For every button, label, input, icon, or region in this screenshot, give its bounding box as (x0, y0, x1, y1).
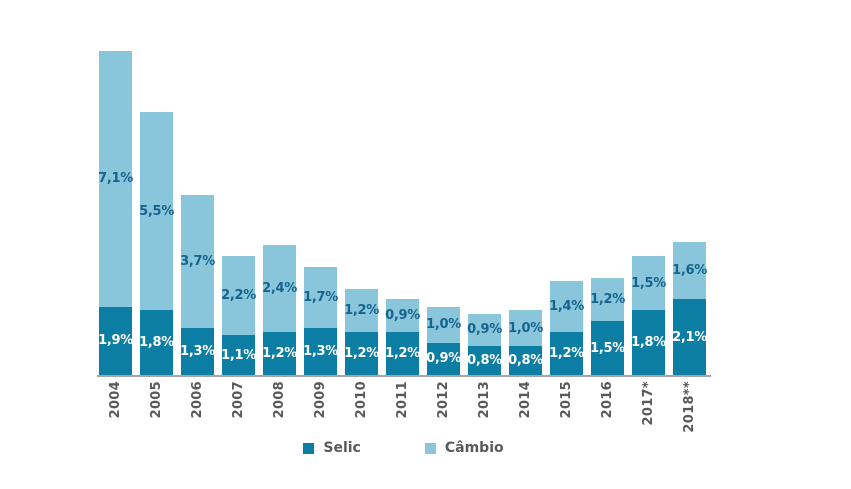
bar-value-label-selic: 2,1% (672, 329, 707, 345)
bar-segment-selic-2004: 1,9% (98, 306, 133, 375)
bar-value-label-selic: 1,2% (262, 345, 297, 361)
bar-segment-cambio-2004: 7,1% (98, 51, 133, 307)
x-axis-label-2004: 2004 (108, 381, 123, 419)
bar-value-label-cambio: 1,5% (631, 275, 666, 291)
bar-value-label-cambio: 1,2% (590, 291, 625, 307)
bar-value-label-selic: 1,2% (385, 345, 420, 361)
legend-swatch-cambio (424, 442, 436, 454)
bar-value-label-cambio: 0,9% (467, 322, 502, 338)
bar-value-label-selic: 1,2% (344, 345, 379, 361)
bar-value-label-cambio: 5,5% (139, 203, 174, 219)
x-axis-label-2006: 2006 (190, 381, 205, 419)
bar-segment-selic-2009: 1,3% (303, 328, 338, 375)
bar-value-label-selic: 1,3% (180, 344, 215, 360)
bar-segment-cambio-2006: 3,7% (180, 195, 215, 329)
x-axis-label-2010: 2010 (354, 381, 369, 419)
bar-value-label-cambio: 1,2% (344, 302, 379, 318)
legend-swatch-selic (303, 442, 315, 454)
bar-segment-cambio-2016: 1,2% (590, 277, 625, 321)
x-axis-label-2016: 2016 (600, 381, 615, 419)
x-axis-label-2018**: 2018** (682, 381, 697, 433)
legend-label-selic: Selic (323, 440, 361, 456)
bar-value-label-selic: 0,8% (467, 353, 502, 369)
x-axis-label-2009: 2009 (313, 381, 328, 419)
bar-segment-selic-2010: 1,2% (344, 331, 379, 375)
bar-value-label-cambio: 3,7% (180, 254, 215, 270)
bar-segment-cambio-2012: 1,0% (426, 306, 461, 343)
x-axis-line (97, 375, 711, 377)
x-axis-label-2013: 2013 (477, 381, 492, 419)
bar-value-label-cambio: 1,0% (426, 317, 461, 333)
bar-segment-cambio-2008: 2,4% (262, 245, 297, 332)
bar-segment-selic-2011: 1,2% (385, 331, 420, 375)
bar-value-label-selic: 1,9% (98, 333, 133, 349)
bar-segment-selic-2015: 1,2% (549, 331, 584, 375)
legend-item-selic: Selic (303, 440, 361, 456)
bar-segment-cambio-2018**: 1,6% (672, 241, 707, 300)
bar-value-label-cambio: 1,0% (508, 320, 543, 336)
bar-value-label-selic: 1,2% (549, 345, 584, 361)
bar-value-label-cambio: 7,1% (98, 171, 133, 187)
bar-segment-cambio-2014: 1,0% (508, 310, 543, 347)
bar-value-label-cambio: 0,9% (385, 308, 420, 324)
bar-value-label-selic: 1,3% (303, 344, 338, 360)
x-axis-label-2011: 2011 (395, 381, 410, 419)
bar-segment-selic-2006: 1,3% (180, 328, 215, 375)
bar-segment-selic-2012: 0,9% (426, 342, 461, 375)
bar-segment-cambio-2015: 1,4% (549, 281, 584, 332)
bar-value-label-cambio: 2,2% (221, 288, 256, 304)
bar-segment-cambio-2007: 2,2% (221, 256, 256, 336)
bar-segment-selic-2016: 1,5% (590, 321, 625, 375)
bar-segment-cambio-2017*: 1,5% (631, 256, 666, 311)
bar-segment-selic-2008: 1,2% (262, 331, 297, 375)
x-axis-label-2008: 2008 (272, 381, 287, 419)
bar-segment-cambio-2009: 1,7% (303, 267, 338, 329)
bar-value-label-selic: 1,8% (631, 335, 666, 351)
bar-value-label-selic: 0,9% (426, 351, 461, 367)
bar-segment-cambio-2011: 0,9% (385, 299, 420, 332)
bar-value-label-cambio: 1,7% (303, 290, 338, 306)
legend: Selic Câmbio (97, 440, 710, 456)
bar-value-label-selic: 0,8% (508, 353, 543, 369)
bar-segment-selic-2018**: 2,1% (672, 299, 707, 375)
x-axis-label-2007: 2007 (231, 381, 246, 419)
bar-segment-selic-2013: 0,8% (467, 346, 502, 375)
legend-label-cambio: Câmbio (444, 440, 504, 456)
bar-value-label-cambio: 2,4% (262, 281, 297, 297)
bar-segment-selic-2005: 1,8% (139, 310, 174, 375)
x-axis-label-2014: 2014 (518, 381, 533, 419)
bar-segment-cambio-2010: 1,2% (344, 288, 379, 332)
bar-value-label-cambio: 1,4% (549, 299, 584, 315)
x-axis-label-2017*: 2017* (641, 381, 656, 426)
legend-item-cambio: Câmbio (424, 440, 504, 456)
bar-segment-selic-2014: 0,8% (508, 346, 543, 375)
x-axis-label-2015: 2015 (559, 381, 574, 419)
bar-segment-selic-2017*: 1,8% (631, 310, 666, 375)
bar-value-label-selic: 1,5% (590, 340, 625, 356)
bar-value-label-cambio: 1,6% (672, 263, 707, 279)
bar-segment-cambio-2013: 0,9% (467, 313, 502, 347)
x-axis-label-2012: 2012 (436, 381, 451, 419)
bar-value-label-selic: 1,8% (139, 335, 174, 351)
x-axis-label-2005: 2005 (149, 381, 164, 419)
bar-segment-cambio-2005: 5,5% (139, 112, 174, 311)
bar-segment-selic-2007: 1,1% (221, 335, 256, 375)
bar-value-label-selic: 1,1% (221, 347, 256, 363)
